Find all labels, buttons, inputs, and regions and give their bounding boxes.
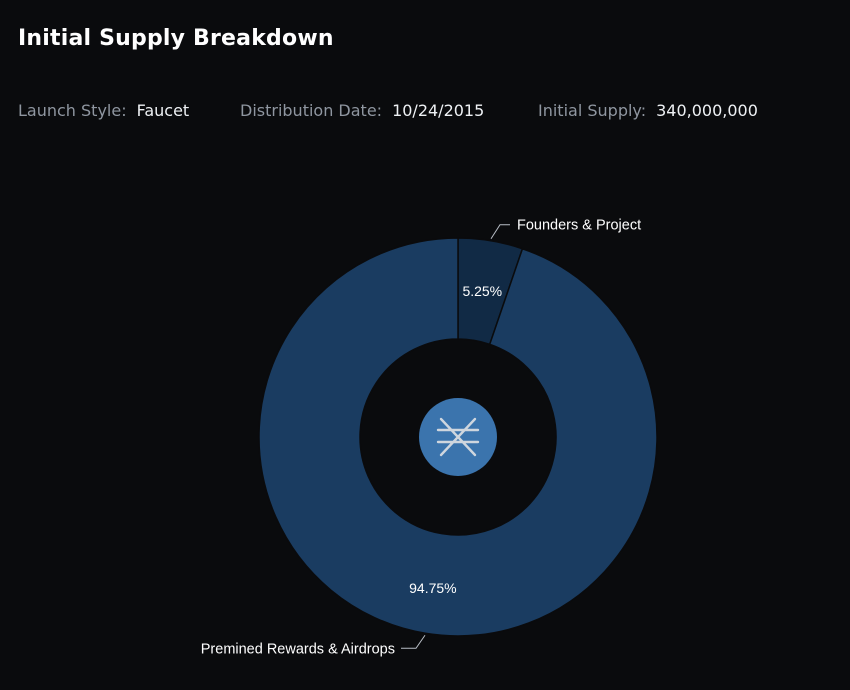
launch-style-label: Launch Style: [18,101,127,120]
initial-supply: Initial Supply: 340,000,000 [538,101,758,120]
initial-supply-label: Initial Supply: [538,101,647,120]
slice-value-label-founders-and-project: 5.25% [462,283,502,299]
nem-xem-logo-icon [419,398,497,476]
callout-line-founders-and-project [490,224,511,239]
launch-style-value: Faucet [136,101,190,120]
slice-premined-rewards-and-airdrops [258,237,658,637]
distribution-date-label: Distribution Date: [240,101,383,120]
callout-label-founders-and-project: Founders & Project [517,218,641,234]
initial-supply-value: 340,000,000 [656,101,758,120]
launch-style: Launch Style: Faucet [18,101,189,120]
page-title: Initial Supply Breakdown [18,26,334,51]
callout-line-premined-rewards-and-airdrops [400,634,426,649]
slice-value-label-premined-rewards-and-airdrops: 94.75% [409,580,456,596]
callout-label-premined-rewards-and-airdrops: Premined Rewards & Airdrops [201,641,395,657]
distribution-date-value: 10/24/2015 [392,101,485,120]
distribution-date: Distribution Date: 10/24/2015 [240,101,484,120]
